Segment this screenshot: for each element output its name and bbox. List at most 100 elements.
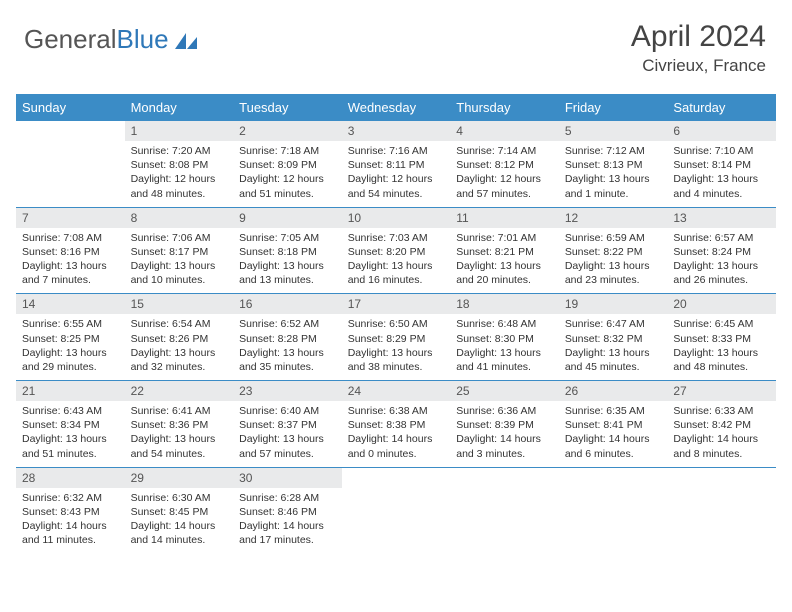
day-info: Sunrise: 6:45 AMSunset: 8:33 PMDaylight:…: [667, 314, 776, 380]
calendar-day-cell: 4Sunrise: 7:14 AMSunset: 8:12 PMDaylight…: [450, 121, 559, 207]
day-info: Sunrise: 6:30 AMSunset: 8:45 PMDaylight:…: [125, 488, 234, 554]
calendar-day-cell: 20Sunrise: 6:45 AMSunset: 8:33 PMDayligh…: [667, 294, 776, 381]
calendar-day-cell: 14Sunrise: 6:55 AMSunset: 8:25 PMDayligh…: [16, 294, 125, 381]
calendar-day-cell: 23Sunrise: 6:40 AMSunset: 8:37 PMDayligh…: [233, 381, 342, 468]
day-number: 18: [450, 294, 559, 314]
calendar-day-cell: 13Sunrise: 6:57 AMSunset: 8:24 PMDayligh…: [667, 207, 776, 294]
calendar-week-row: 21Sunrise: 6:43 AMSunset: 8:34 PMDayligh…: [16, 381, 776, 468]
day-number: 25: [450, 381, 559, 401]
day-number: 9: [233, 208, 342, 228]
day-number: 1: [125, 121, 234, 141]
calendar-body: 1Sunrise: 7:20 AMSunset: 8:08 PMDaylight…: [16, 121, 776, 553]
calendar-day-cell: [667, 467, 776, 553]
day-info: Sunrise: 6:35 AMSunset: 8:41 PMDaylight:…: [559, 401, 668, 467]
month-title: April 2024: [631, 20, 766, 54]
logo-text-blue: Blue: [117, 24, 169, 55]
day-number: 11: [450, 208, 559, 228]
calendar-day-cell: 7Sunrise: 7:08 AMSunset: 8:16 PMDaylight…: [16, 207, 125, 294]
calendar-day-cell: 25Sunrise: 6:36 AMSunset: 8:39 PMDayligh…: [450, 381, 559, 468]
calendar-day-cell: 8Sunrise: 7:06 AMSunset: 8:17 PMDaylight…: [125, 207, 234, 294]
weekday-header: Sunday: [16, 94, 125, 121]
day-number: 5: [559, 121, 668, 141]
weekday-header: Friday: [559, 94, 668, 121]
day-info: Sunrise: 6:28 AMSunset: 8:46 PMDaylight:…: [233, 488, 342, 554]
day-number: 13: [667, 208, 776, 228]
day-number: 8: [125, 208, 234, 228]
calendar-day-cell: 3Sunrise: 7:16 AMSunset: 8:11 PMDaylight…: [342, 121, 451, 207]
day-info: Sunrise: 7:18 AMSunset: 8:09 PMDaylight:…: [233, 141, 342, 207]
day-info: Sunrise: 6:32 AMSunset: 8:43 PMDaylight:…: [16, 488, 125, 554]
day-info: Sunrise: 7:14 AMSunset: 8:12 PMDaylight:…: [450, 141, 559, 207]
calendar-day-cell: [342, 467, 451, 553]
day-info: Sunrise: 6:43 AMSunset: 8:34 PMDaylight:…: [16, 401, 125, 467]
day-number: 3: [342, 121, 451, 141]
title-block: April 2024 Civrieux, France: [631, 20, 776, 76]
day-number: 4: [450, 121, 559, 141]
calendar-day-cell: 28Sunrise: 6:32 AMSunset: 8:43 PMDayligh…: [16, 467, 125, 553]
day-number: 16: [233, 294, 342, 314]
day-info: Sunrise: 6:48 AMSunset: 8:30 PMDaylight:…: [450, 314, 559, 380]
day-info: Sunrise: 7:08 AMSunset: 8:16 PMDaylight:…: [16, 228, 125, 294]
day-info: Sunrise: 7:06 AMSunset: 8:17 PMDaylight:…: [125, 228, 234, 294]
day-info: Sunrise: 7:12 AMSunset: 8:13 PMDaylight:…: [559, 141, 668, 207]
weekday-header: Tuesday: [233, 94, 342, 121]
day-info: Sunrise: 6:50 AMSunset: 8:29 PMDaylight:…: [342, 314, 451, 380]
calendar-day-cell: 30Sunrise: 6:28 AMSunset: 8:46 PMDayligh…: [233, 467, 342, 553]
day-info: Sunrise: 6:40 AMSunset: 8:37 PMDaylight:…: [233, 401, 342, 467]
day-number: 26: [559, 381, 668, 401]
logo-sail-icon: [173, 31, 199, 51]
day-number: 19: [559, 294, 668, 314]
day-number: 14: [16, 294, 125, 314]
day-number: 29: [125, 468, 234, 488]
calendar-day-cell: 22Sunrise: 6:41 AMSunset: 8:36 PMDayligh…: [125, 381, 234, 468]
weekday-header-row: Sunday Monday Tuesday Wednesday Thursday…: [16, 94, 776, 121]
day-info: Sunrise: 6:54 AMSunset: 8:26 PMDaylight:…: [125, 314, 234, 380]
calendar-table: Sunday Monday Tuesday Wednesday Thursday…: [16, 94, 776, 553]
logo-text-general: General: [24, 24, 117, 55]
calendar-day-cell: 27Sunrise: 6:33 AMSunset: 8:42 PMDayligh…: [667, 381, 776, 468]
day-info: Sunrise: 6:47 AMSunset: 8:32 PMDaylight:…: [559, 314, 668, 380]
day-number: 10: [342, 208, 451, 228]
day-number: 6: [667, 121, 776, 141]
calendar-day-cell: 12Sunrise: 6:59 AMSunset: 8:22 PMDayligh…: [559, 207, 668, 294]
day-number: 2: [233, 121, 342, 141]
day-number: 7: [16, 208, 125, 228]
calendar-day-cell: 17Sunrise: 6:50 AMSunset: 8:29 PMDayligh…: [342, 294, 451, 381]
day-info: Sunrise: 6:33 AMSunset: 8:42 PMDaylight:…: [667, 401, 776, 467]
logo: GeneralBlue: [16, 20, 199, 55]
calendar-day-cell: 9Sunrise: 7:05 AMSunset: 8:18 PMDaylight…: [233, 207, 342, 294]
day-info: Sunrise: 6:38 AMSunset: 8:38 PMDaylight:…: [342, 401, 451, 467]
day-info: Sunrise: 7:01 AMSunset: 8:21 PMDaylight:…: [450, 228, 559, 294]
location: Civrieux, France: [631, 56, 766, 76]
day-number: 30: [233, 468, 342, 488]
day-number: 28: [16, 468, 125, 488]
calendar-day-cell: 24Sunrise: 6:38 AMSunset: 8:38 PMDayligh…: [342, 381, 451, 468]
day-info: Sunrise: 6:52 AMSunset: 8:28 PMDaylight:…: [233, 314, 342, 380]
calendar-day-cell: 2Sunrise: 7:18 AMSunset: 8:09 PMDaylight…: [233, 121, 342, 207]
day-number: 22: [125, 381, 234, 401]
calendar-day-cell: 16Sunrise: 6:52 AMSunset: 8:28 PMDayligh…: [233, 294, 342, 381]
day-info: Sunrise: 6:36 AMSunset: 8:39 PMDaylight:…: [450, 401, 559, 467]
weekday-header: Thursday: [450, 94, 559, 121]
day-number: 15: [125, 294, 234, 314]
calendar-day-cell: 19Sunrise: 6:47 AMSunset: 8:32 PMDayligh…: [559, 294, 668, 381]
calendar-day-cell: 10Sunrise: 7:03 AMSunset: 8:20 PMDayligh…: [342, 207, 451, 294]
calendar-day-cell: 1Sunrise: 7:20 AMSunset: 8:08 PMDaylight…: [125, 121, 234, 207]
day-info: Sunrise: 7:05 AMSunset: 8:18 PMDaylight:…: [233, 228, 342, 294]
day-info: Sunrise: 6:59 AMSunset: 8:22 PMDaylight:…: [559, 228, 668, 294]
day-number: 24: [342, 381, 451, 401]
calendar-week-row: 7Sunrise: 7:08 AMSunset: 8:16 PMDaylight…: [16, 207, 776, 294]
day-number: 27: [667, 381, 776, 401]
day-info: Sunrise: 6:57 AMSunset: 8:24 PMDaylight:…: [667, 228, 776, 294]
day-number: 17: [342, 294, 451, 314]
calendar-day-cell: 26Sunrise: 6:35 AMSunset: 8:41 PMDayligh…: [559, 381, 668, 468]
calendar-day-cell: [559, 467, 668, 553]
day-info: Sunrise: 7:16 AMSunset: 8:11 PMDaylight:…: [342, 141, 451, 207]
weekday-header: Saturday: [667, 94, 776, 121]
calendar-day-cell: 29Sunrise: 6:30 AMSunset: 8:45 PMDayligh…: [125, 467, 234, 553]
day-info: Sunrise: 7:10 AMSunset: 8:14 PMDaylight:…: [667, 141, 776, 207]
day-number: 21: [16, 381, 125, 401]
calendar-day-cell: 15Sunrise: 6:54 AMSunset: 8:26 PMDayligh…: [125, 294, 234, 381]
day-info: Sunrise: 7:03 AMSunset: 8:20 PMDaylight:…: [342, 228, 451, 294]
calendar-day-cell: 6Sunrise: 7:10 AMSunset: 8:14 PMDaylight…: [667, 121, 776, 207]
